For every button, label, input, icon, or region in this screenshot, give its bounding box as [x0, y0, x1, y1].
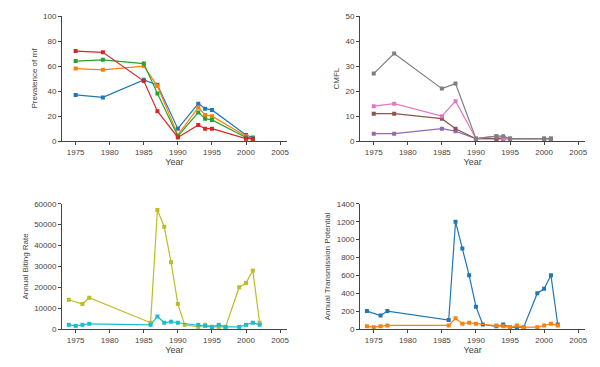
svg-text:CMFL: CMFL [332, 67, 341, 89]
svg-text:1975: 1975 [67, 148, 85, 157]
svg-text:Year: Year [165, 345, 183, 355]
svg-text:1000: 1000 [337, 235, 355, 244]
svg-text:1985: 1985 [433, 336, 451, 345]
svg-text:2005: 2005 [569, 148, 587, 157]
svg-text:Annual Transmission Potential: Annual Transmission Potential [323, 212, 332, 320]
svg-text:Annual Biting Rate: Annual Biting Rate [21, 233, 30, 300]
svg-text:Year: Year [165, 157, 183, 167]
svg-text:1990: 1990 [467, 148, 485, 157]
svg-text:1980: 1980 [399, 148, 417, 157]
svg-text:1985: 1985 [433, 148, 451, 157]
svg-text:2005: 2005 [271, 336, 289, 345]
svg-text:2000: 2000 [535, 148, 553, 157]
svg-text:1985: 1985 [135, 148, 153, 157]
svg-text:20000: 20000 [34, 283, 57, 292]
svg-text:Year: Year [463, 157, 481, 167]
svg-text:2000: 2000 [535, 336, 553, 345]
svg-text:600: 600 [341, 271, 355, 280]
svg-text:1995: 1995 [501, 148, 519, 157]
svg-text:1980: 1980 [101, 336, 119, 345]
svg-text:1990: 1990 [169, 148, 187, 157]
svg-text:10: 10 [346, 112, 355, 121]
svg-text:1985: 1985 [135, 336, 153, 345]
svg-text:20: 20 [346, 87, 355, 96]
svg-text:2005: 2005 [271, 148, 289, 157]
svg-text:1975: 1975 [365, 148, 383, 157]
svg-text:Prevalence of mf: Prevalence of mf [30, 48, 39, 109]
svg-text:1980: 1980 [399, 336, 417, 345]
svg-text:1995: 1995 [203, 148, 221, 157]
svg-text:80: 80 [47, 37, 56, 46]
svg-text:1990: 1990 [169, 336, 187, 345]
svg-text:2000: 2000 [237, 148, 255, 157]
svg-text:50000: 50000 [34, 220, 57, 229]
svg-text:30000: 30000 [34, 262, 57, 271]
svg-text:800: 800 [341, 253, 355, 262]
svg-text:Year: Year [463, 345, 481, 355]
svg-text:1975: 1975 [365, 336, 383, 345]
svg-text:1980: 1980 [101, 148, 119, 157]
svg-text:2005: 2005 [569, 336, 587, 345]
svg-text:1200: 1200 [337, 217, 355, 226]
svg-text:50: 50 [346, 12, 355, 21]
svg-text:1990: 1990 [467, 336, 485, 345]
svg-text:20: 20 [47, 112, 56, 121]
svg-text:0: 0 [350, 137, 355, 146]
svg-text:40000: 40000 [34, 241, 57, 250]
svg-text:0: 0 [350, 325, 355, 334]
svg-text:60000: 60000 [34, 200, 57, 209]
svg-text:60: 60 [47, 62, 56, 71]
svg-text:400: 400 [341, 289, 355, 298]
svg-text:100: 100 [43, 12, 57, 21]
svg-text:30: 30 [346, 62, 355, 71]
svg-text:1400: 1400 [337, 200, 355, 209]
svg-text:2000: 2000 [237, 336, 255, 345]
svg-text:40: 40 [346, 37, 355, 46]
svg-text:1975: 1975 [67, 336, 85, 345]
svg-text:10000: 10000 [34, 304, 57, 313]
svg-text:40: 40 [47, 87, 56, 96]
svg-text:0: 0 [52, 325, 57, 334]
svg-text:0: 0 [52, 137, 57, 146]
svg-text:200: 200 [341, 307, 355, 316]
svg-text:1995: 1995 [501, 336, 519, 345]
svg-text:1995: 1995 [203, 336, 221, 345]
